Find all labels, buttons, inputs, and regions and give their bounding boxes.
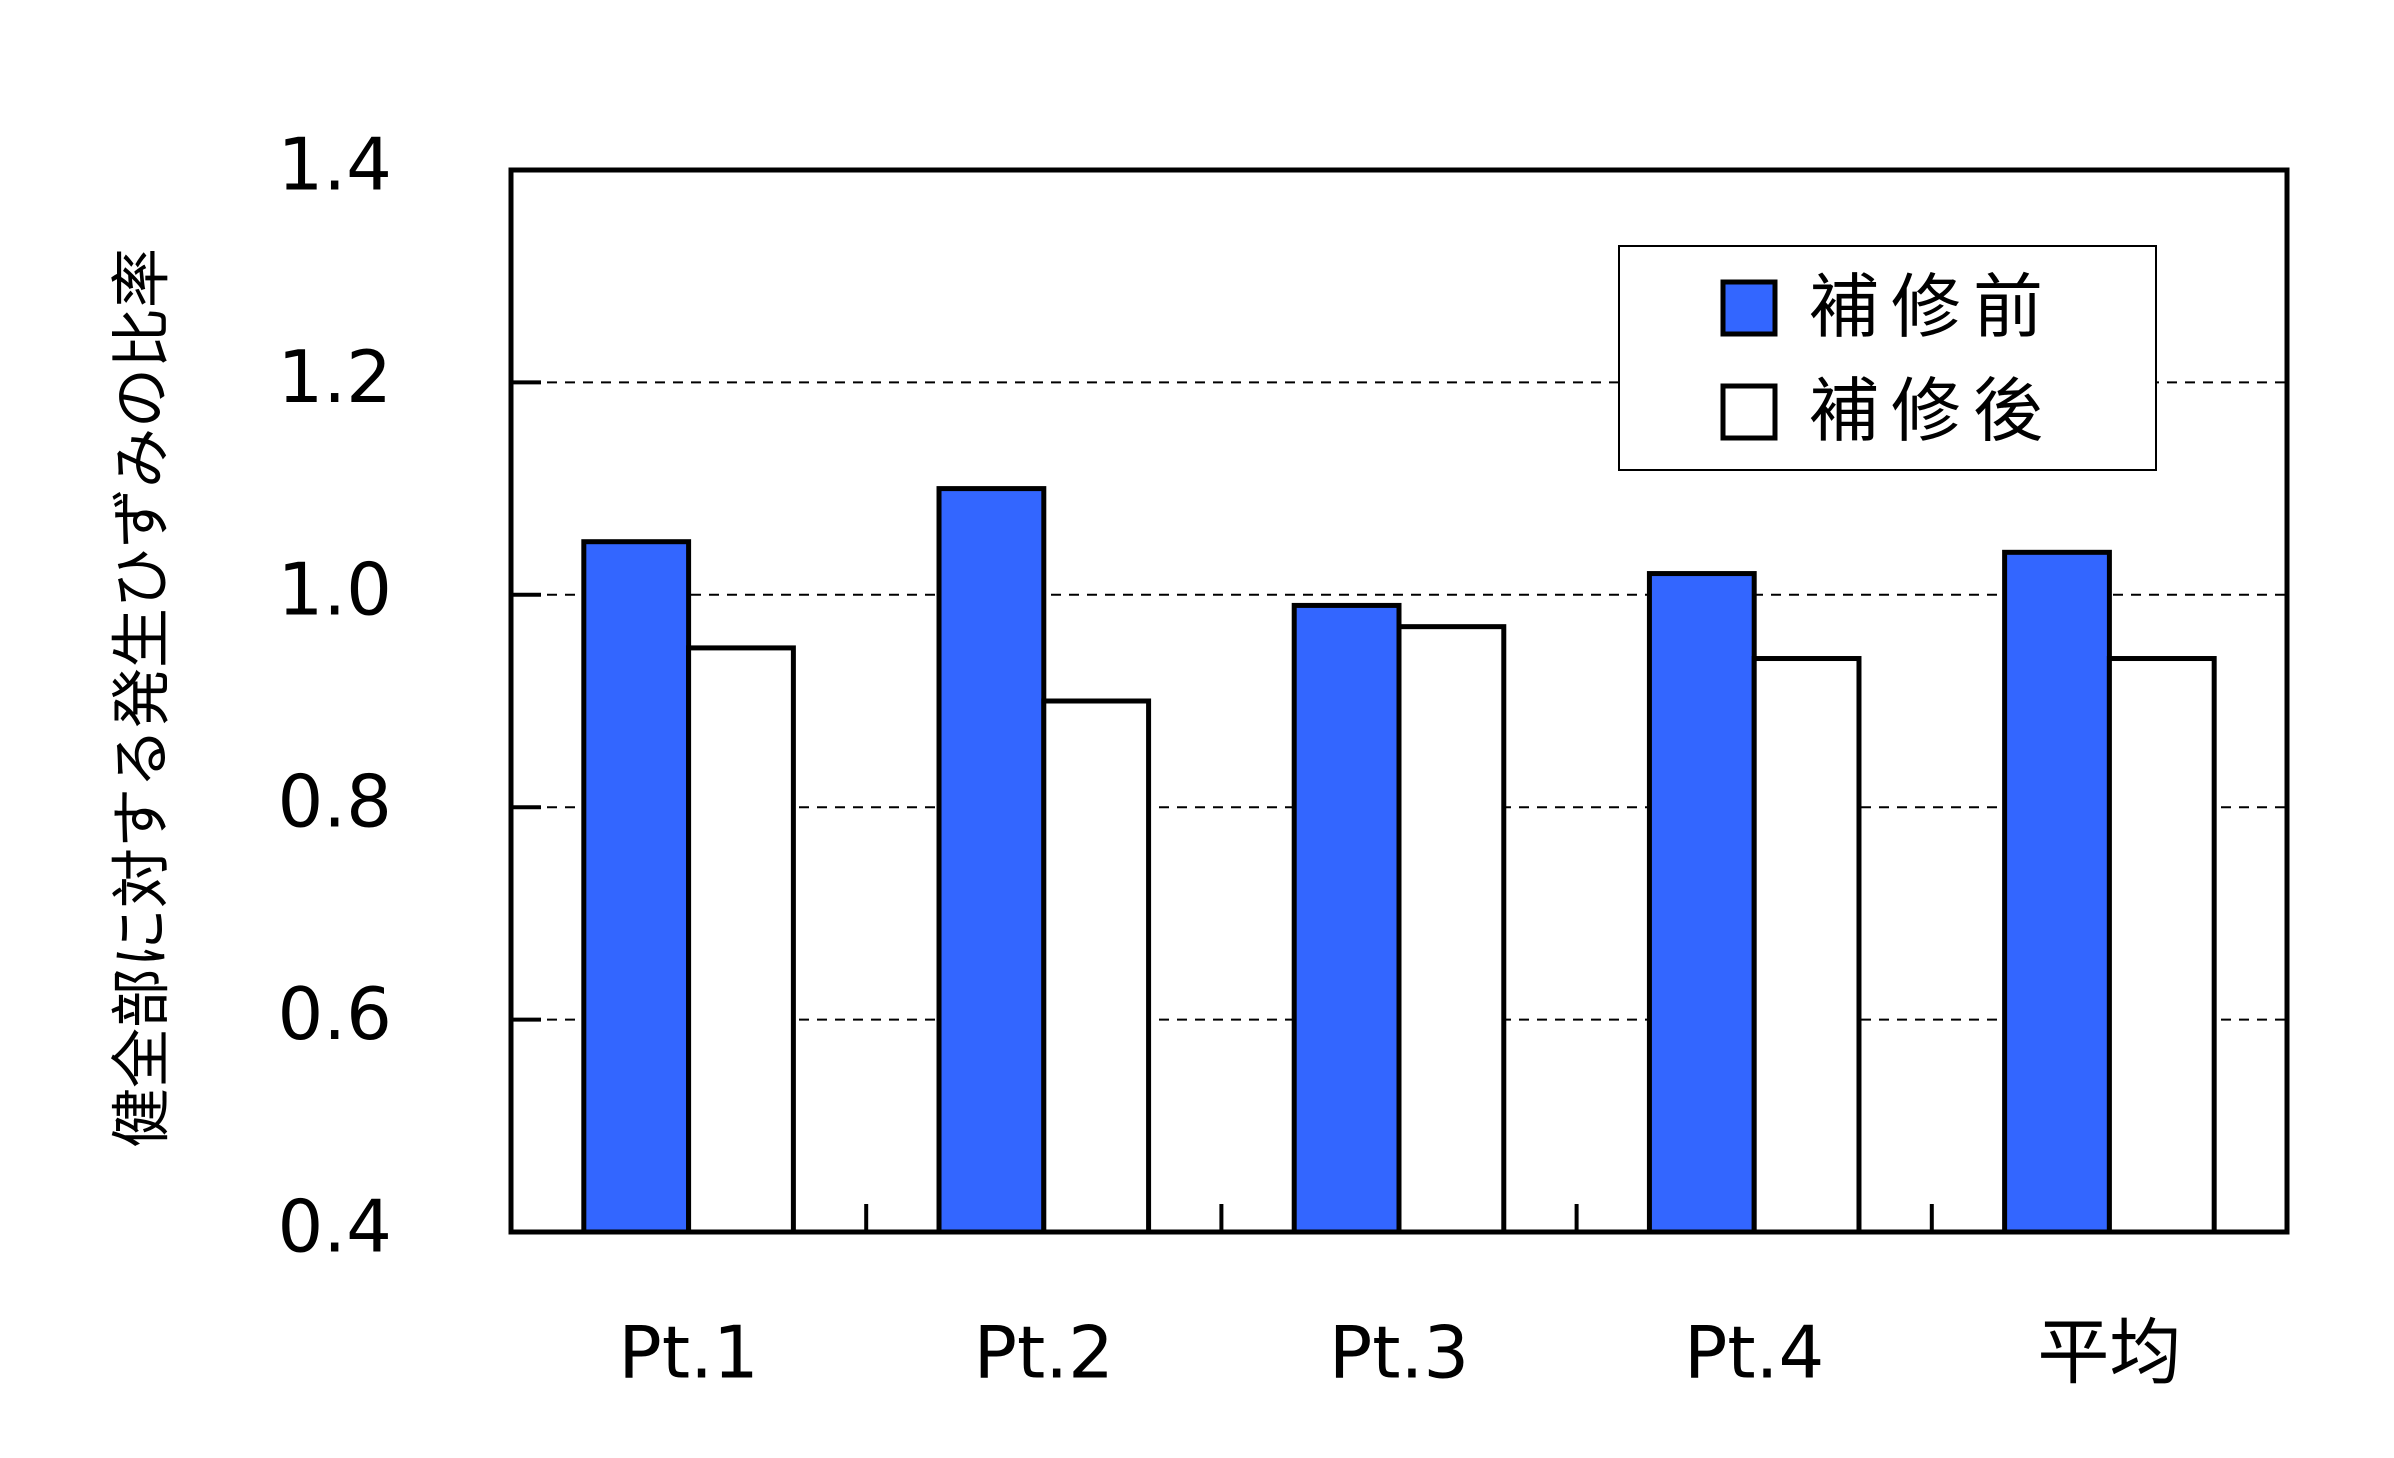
bar [581, 539, 692, 1235]
x-tick-label: 平均 [2037, 1311, 2181, 1395]
bar [686, 645, 796, 1235]
legend-swatch [1720, 383, 1778, 441]
bar [1041, 698, 1152, 1235]
y-tick-label: 1.0 [277, 547, 392, 631]
bar [1646, 571, 1757, 1235]
x-tick-label: Pt.2 [974, 1311, 1114, 1395]
y-tick-label: 0.6 [277, 972, 392, 1056]
y-tick-label: 1.2 [277, 335, 392, 419]
legend-box [1618, 245, 2157, 471]
y-tick-label: 1.4 [277, 123, 392, 207]
bar [1751, 656, 1862, 1235]
plot-frame [508, 167, 2290, 1235]
legend-label: 補修後 [1809, 370, 2055, 452]
bar [2002, 549, 2112, 1235]
legend-swatch [1720, 279, 1778, 337]
x-tick-label: Pt.3 [1329, 1311, 1469, 1395]
x-tick-label: Pt.1 [618, 1311, 758, 1395]
bar [1291, 602, 1402, 1235]
x-tick-label: Pt.4 [1684, 1311, 1824, 1395]
y-tick-label: 0.8 [277, 760, 392, 844]
bar [2106, 656, 2217, 1235]
legend-label: 補修前 [1809, 266, 2055, 348]
y-axis-label: 健全部に対する発生ひずみの比率 [108, 248, 178, 1148]
y-tick-label: 0.4 [277, 1185, 392, 1269]
bar [936, 486, 1047, 1235]
bar [1396, 624, 1507, 1235]
